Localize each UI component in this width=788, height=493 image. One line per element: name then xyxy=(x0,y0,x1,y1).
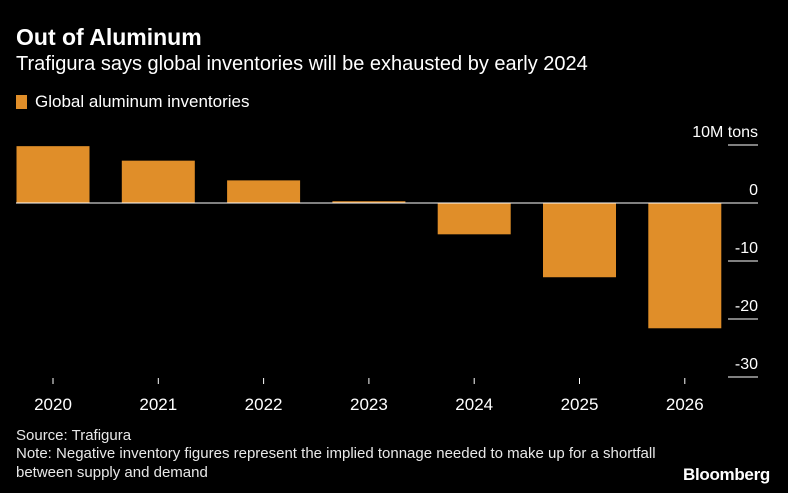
x-tick-label-2020: 2020 xyxy=(34,395,72,414)
y-tick-label-0: 0 xyxy=(749,182,758,199)
legend-swatch xyxy=(16,95,27,109)
y-tick-label--20: -20 xyxy=(735,298,758,315)
bar-2022 xyxy=(227,180,301,203)
y-tick-label--30: -30 xyxy=(735,356,758,373)
x-tick-label-2026: 2026 xyxy=(666,395,704,414)
y-tick-label--10: -10 xyxy=(735,240,758,257)
x-tick-label-2022: 2022 xyxy=(245,395,283,414)
bar-2020 xyxy=(16,146,90,203)
bloomberg-logo: Bloomberg xyxy=(682,465,770,484)
bar-2023 xyxy=(332,201,406,203)
y-tick-label-10: 10M tons xyxy=(692,124,758,141)
bar-2025 xyxy=(543,203,616,278)
footnote: Note: Negative inventory figures represe… xyxy=(16,445,656,481)
x-tick-label-2025: 2025 xyxy=(561,395,599,414)
source-note: Source: Trafigura xyxy=(16,427,132,444)
legend-label: Global aluminum inventories xyxy=(35,92,250,111)
x-tick-label-2023: 2023 xyxy=(350,395,388,414)
bar-2021 xyxy=(121,160,195,203)
x-tick-label-2021: 2021 xyxy=(139,395,177,414)
x-tick-label-2024: 2024 xyxy=(455,395,493,414)
chart-title: Out of Aluminum xyxy=(16,24,202,50)
chart-subtitle: Trafigura says global inventories will b… xyxy=(16,53,588,75)
bar-2026 xyxy=(648,203,722,329)
bar-2024 xyxy=(437,203,511,235)
legend: Global aluminum inventories xyxy=(16,92,250,112)
